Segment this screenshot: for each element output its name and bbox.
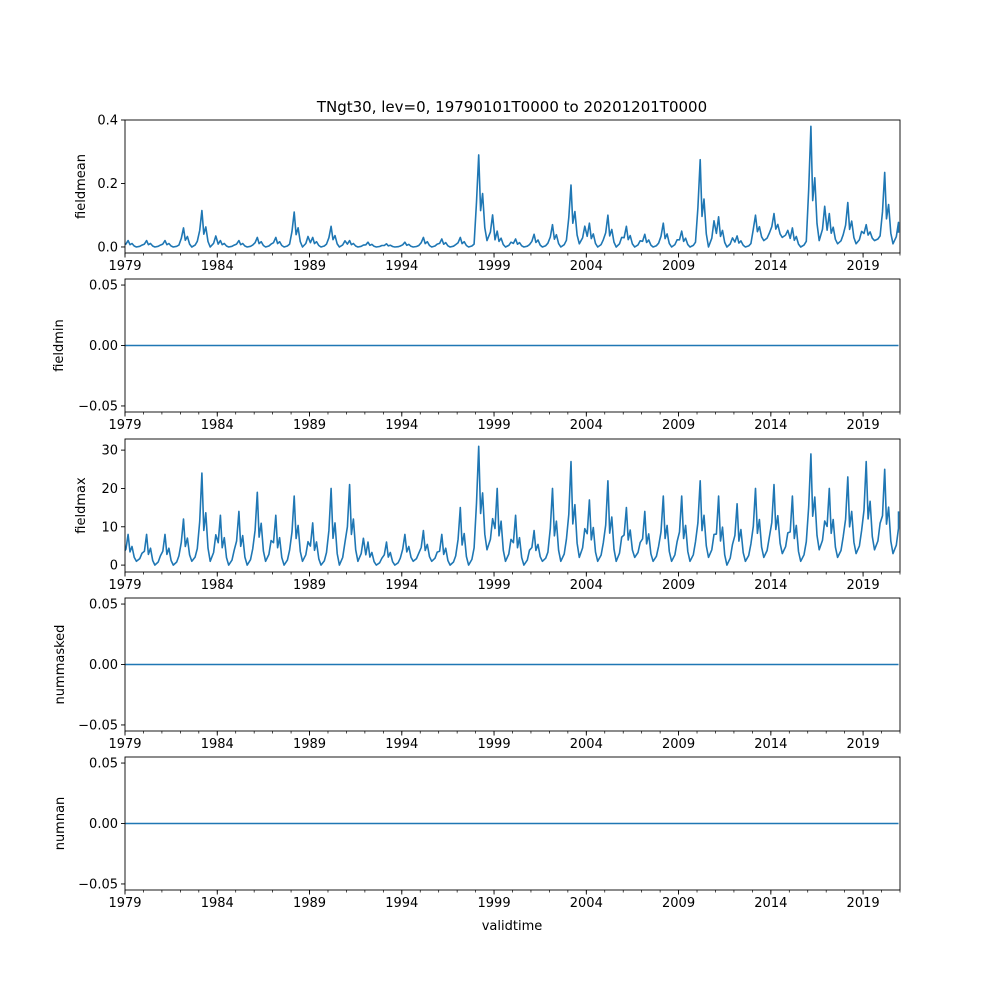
x-tick-label: 1984 bbox=[201, 259, 234, 274]
x-axis-label: validtime bbox=[482, 919, 543, 934]
x-tick-label: 1999 bbox=[478, 259, 511, 274]
y-axis-label: fieldmax bbox=[74, 477, 89, 534]
y-axis-label: fieldmean bbox=[74, 154, 89, 219]
x-tick-label: 2019 bbox=[847, 259, 880, 274]
x-tick-label: 1999 bbox=[478, 737, 511, 752]
x-tick-label: 2014 bbox=[754, 896, 787, 911]
x-tick-label: 2014 bbox=[754, 259, 787, 274]
x-tick-label: 1994 bbox=[385, 737, 418, 752]
series-line-fieldmean bbox=[124, 125, 900, 248]
x-tick-label: 1989 bbox=[293, 259, 326, 274]
x-tick-label: 2009 bbox=[662, 578, 695, 593]
x-tick-label: 2004 bbox=[570, 896, 603, 911]
y-axis-label: nummasked bbox=[53, 625, 68, 705]
x-tick-label: 1989 bbox=[293, 737, 326, 752]
x-tick-label: 1994 bbox=[385, 259, 418, 274]
y-tick-label: 10 bbox=[101, 520, 118, 535]
x-tick-label: 2019 bbox=[847, 896, 880, 911]
y-tick-label: 0.2 bbox=[97, 177, 118, 192]
x-tick-label: 2014 bbox=[754, 418, 787, 433]
x-tick-label: 1999 bbox=[478, 896, 511, 911]
x-tick-label: 2019 bbox=[847, 737, 880, 752]
x-tick-label: 1984 bbox=[201, 418, 234, 433]
y-tick-label: 0.05 bbox=[89, 757, 118, 772]
x-tick-label: 2004 bbox=[570, 578, 603, 593]
x-tick-label: 1979 bbox=[108, 896, 141, 911]
x-tick-label: 2019 bbox=[847, 418, 880, 433]
y-tick-label: 30 bbox=[101, 444, 118, 459]
x-tick-label: 2009 bbox=[662, 896, 695, 911]
x-tick-label: 1979 bbox=[108, 578, 141, 593]
x-tick-label: 1984 bbox=[201, 737, 234, 752]
y-tick-label: −0.05 bbox=[78, 877, 118, 892]
y-tick-label: 0.00 bbox=[89, 817, 118, 832]
y-tick-label: 0.4 bbox=[97, 114, 118, 129]
y-tick-label: 0.00 bbox=[89, 658, 118, 673]
x-tick-label: 1994 bbox=[385, 896, 418, 911]
x-tick-label: 1989 bbox=[293, 418, 326, 433]
x-tick-label: 2009 bbox=[662, 418, 695, 433]
x-tick-label: 2004 bbox=[570, 259, 603, 274]
x-tick-label: 2014 bbox=[754, 578, 787, 593]
chart-title: TNgt30, lev=0, 19790101T0000 to 20201201… bbox=[316, 98, 707, 116]
x-tick-label: 1989 bbox=[293, 896, 326, 911]
x-tick-label: 1999 bbox=[478, 578, 511, 593]
y-tick-label: −0.05 bbox=[78, 399, 118, 414]
x-tick-label: 1999 bbox=[478, 418, 511, 433]
y-tick-label: 20 bbox=[101, 482, 118, 497]
y-axis-label: numnan bbox=[53, 797, 68, 851]
y-tick-label: 0.00 bbox=[89, 339, 118, 354]
x-tick-label: 1994 bbox=[385, 578, 418, 593]
y-tick-label: −0.05 bbox=[78, 718, 118, 733]
series-line-fieldmax bbox=[124, 445, 900, 566]
y-tick-label: 0.05 bbox=[89, 598, 118, 613]
x-tick-label: 2004 bbox=[570, 737, 603, 752]
x-tick-label: 1979 bbox=[108, 418, 141, 433]
x-tick-label: 2004 bbox=[570, 418, 603, 433]
plot-frame-fieldmean bbox=[124, 119, 901, 254]
x-tick-label: 1979 bbox=[108, 259, 141, 274]
y-tick-label: 0.0 bbox=[97, 240, 118, 255]
x-tick-label: 2009 bbox=[662, 259, 695, 274]
y-tick-label: 0 bbox=[110, 559, 118, 574]
x-tick-label: 2014 bbox=[754, 737, 787, 752]
x-tick-label: 1984 bbox=[201, 896, 234, 911]
x-tick-label: 2019 bbox=[847, 578, 880, 593]
x-tick-label: 1984 bbox=[201, 578, 234, 593]
x-tick-label: 1979 bbox=[108, 737, 141, 752]
y-tick-label: 0.05 bbox=[89, 279, 118, 294]
x-tick-label: 1994 bbox=[385, 418, 418, 433]
x-tick-label: 2009 bbox=[662, 737, 695, 752]
y-axis-label: fieldmin bbox=[52, 319, 67, 372]
x-tick-label: 1989 bbox=[293, 578, 326, 593]
